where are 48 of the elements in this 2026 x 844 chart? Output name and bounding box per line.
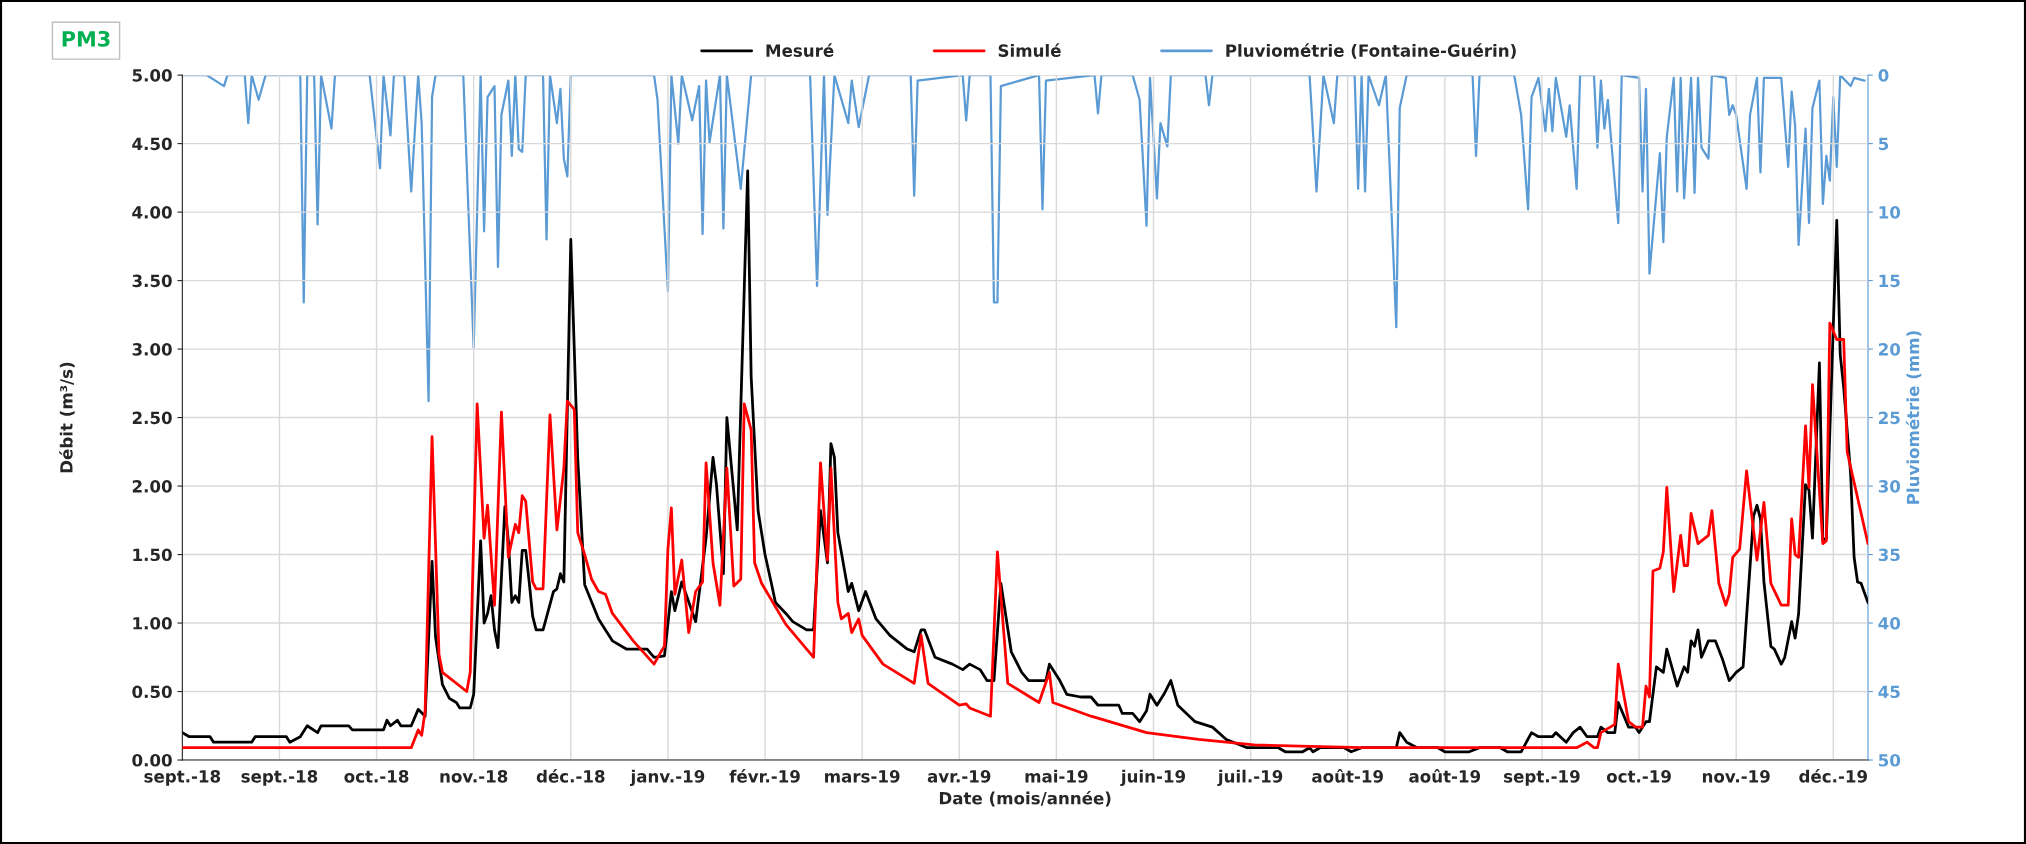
y2-tick-label: 10 (1879, 206, 1901, 219)
x-tick-label: août-19 (1312, 769, 1383, 783)
y2-tick-label: 50 (1878, 753, 1901, 767)
x-tick-label: juin-19 (1120, 769, 1186, 786)
line-series (182, 321, 1868, 750)
x-tick-label: sept.-18 (241, 770, 318, 786)
legend-label: Pluviométrie (Fontaine-Guérin) (1226, 43, 1516, 59)
x-axis-title: Date (mois/année) (939, 790, 1111, 807)
y2-tick-label: 20 (1879, 343, 1901, 356)
x-tick-label: oct.-19 (1606, 770, 1671, 783)
y-tick-label: 4.50 (132, 137, 172, 151)
y-tick-label: 1.00 (133, 617, 172, 630)
y2-tick-label: 15 (1879, 274, 1900, 288)
y-axis-title: Débit (m³/s) (59, 362, 75, 473)
chart-title: PM3 (62, 30, 110, 47)
y-tick-label: 3.00 (132, 343, 172, 356)
x-tick-label: août-19 (1409, 769, 1481, 783)
y2-tick-label: 30 (1878, 480, 1901, 493)
x-tick-label: janv.-19 (629, 769, 705, 786)
x-tick-label: nov.-19 (1702, 770, 1770, 783)
x-tick-label: oct.-18 (344, 770, 409, 783)
y-tick-label: 1.50 (133, 548, 172, 562)
x-tick-label: sept.-18 (144, 770, 221, 786)
y-tick-label: 5.00 (132, 69, 172, 82)
y2-tick-label: 5 (1878, 137, 1889, 151)
y2-tick-label: 45 (1878, 685, 1900, 699)
x-tick-label: nov.-18 (440, 770, 508, 783)
x-tick-label: mai-19 (1025, 769, 1088, 783)
x-tick-label: avr.-19 (927, 770, 991, 783)
x-tick-label: déc.-18 (536, 769, 605, 783)
y-tick-label: 3.50 (132, 274, 172, 288)
y2-tick-label: 0 (1878, 69, 1889, 82)
x-tick-label: sept.-19 (1504, 770, 1580, 786)
legend-label: Simulé (998, 43, 1061, 57)
legend-label: Mesuré (766, 43, 834, 57)
y2-axis-title: Pluviométrie (mm) (1905, 331, 1922, 504)
y2-tick-label: 35 (1878, 548, 1900, 562)
y2-tick-label: 25 (1879, 411, 1900, 425)
y-tick-label: 0.50 (132, 685, 172, 699)
y-tick-label: 2.50 (132, 411, 172, 425)
y-tick-label: 4.00 (132, 206, 172, 219)
y-tick-label: 2.00 (132, 480, 172, 493)
x-tick-label: mars-19 (825, 770, 900, 783)
x-tick-label: juil.-19 (1217, 769, 1283, 786)
x-tick-label: déc.-19 (1799, 769, 1867, 783)
x-tick-label: févr.-19 (729, 769, 800, 783)
y2-tick-label: 40 (1878, 617, 1901, 630)
y-tick-label: 0.00 (132, 753, 172, 767)
